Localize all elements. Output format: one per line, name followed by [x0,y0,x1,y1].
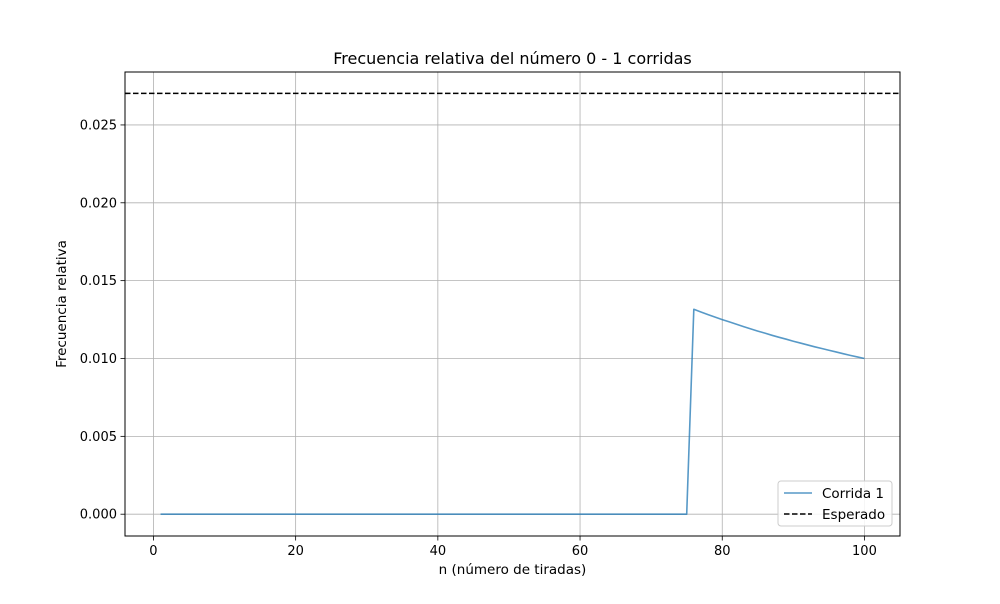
legend: Corrida 1 Esperado [777,480,893,527]
x-tick-label: 80 [714,544,731,559]
y-tick-label: 0.010 [80,352,117,367]
x-tick-label: 0 [149,544,157,559]
y-axis-label: Frecuencia relativa [54,240,70,368]
x-tick-label: 20 [287,544,304,559]
legend-label-corrida-1: Corrida 1 [822,486,884,502]
legend-label-esperado: Esperado [822,507,885,523]
x-axis-label: n (número de tiradas) [439,562,587,578]
axes-frame [124,71,901,537]
series-line-corrida-1 [160,308,865,516]
x-tick-label: 60 [572,544,589,559]
y-tick-label: 0.015 [80,274,117,289]
y-tick-label: 0.000 [80,508,117,523]
y-tick-label: 0.025 [80,118,117,133]
axis-ticks: 0 20 40 60 80 100 0.000 0.005 0.010 0.015 0.020 0.0… [80,118,877,559]
x-tick-label: 100 [852,544,877,559]
grid-lines [125,72,900,536]
x-tick-label: 40 [430,544,447,559]
y-tick-label: 0.020 [80,196,117,211]
y-tick-label: 0.005 [80,430,117,445]
chart-title: Frecuencia relativa del número 0 - 1 cor… [333,49,692,68]
series-layer [125,92,900,516]
